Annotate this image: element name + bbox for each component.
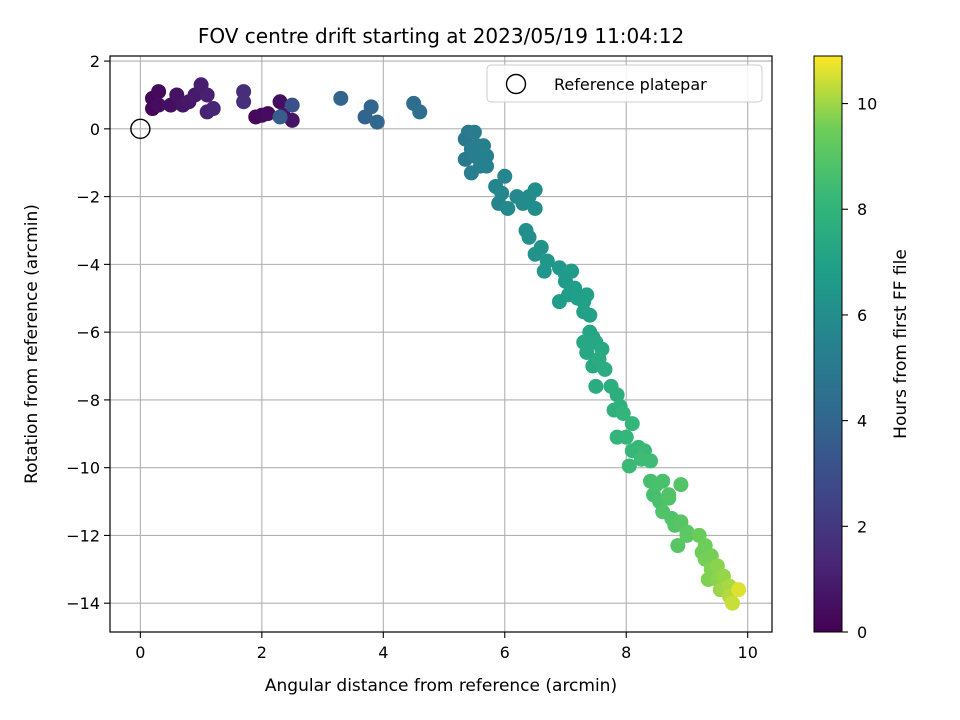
data-point	[479, 158, 495, 174]
data-point	[272, 109, 288, 125]
plot-area-frame	[109, 55, 773, 633]
data-point	[272, 94, 288, 110]
data-point	[564, 263, 580, 279]
data-point	[151, 97, 167, 113]
y-tick-label: 0	[90, 120, 100, 139]
x-tick-label: 8	[621, 643, 631, 662]
y-tick-label: −8	[76, 391, 100, 410]
y-tick-label: −2	[76, 188, 100, 207]
y-tick-label: −6	[76, 323, 100, 342]
colorbar-tick-label: 4	[857, 412, 867, 431]
x-tick-label: 0	[135, 643, 145, 662]
colorbar-tick-label: 6	[857, 306, 867, 325]
data-point	[497, 168, 513, 184]
colorbar	[813, 55, 843, 633]
data-point	[494, 185, 510, 201]
data-point	[284, 112, 300, 128]
x-axis-ticks: 0 2 4 6 8 10	[135, 632, 758, 662]
y-axis-ticks: 2 0 −2 −4 −6 −8 −10 −12 −14	[66, 52, 110, 613]
data-point	[527, 200, 543, 216]
data-point	[205, 101, 221, 117]
data-point	[260, 106, 276, 122]
reference-platepar-marker	[130, 118, 151, 140]
data-point	[655, 473, 671, 489]
data-point	[670, 538, 686, 554]
data-point	[725, 595, 741, 611]
chart-title: FOV centre drift starting at 2023/05/19 …	[198, 24, 684, 48]
data-point	[679, 524, 695, 540]
x-tick-label: 2	[257, 643, 267, 662]
reference-marker-layer	[130, 118, 151, 140]
colorbar-tick-label: 0	[857, 623, 867, 642]
data-point	[579, 287, 595, 303]
data-point	[527, 182, 543, 198]
colorbar-tick-label: 8	[857, 200, 867, 219]
data-point	[731, 582, 747, 598]
data-point	[151, 84, 167, 100]
y-tick-label: −10	[66, 459, 100, 478]
colorbar-tick-label: 10	[857, 95, 877, 114]
legend-marker-icon	[505, 73, 527, 95]
x-tick-label: 6	[500, 643, 510, 662]
data-points	[145, 77, 747, 611]
data-point	[500, 200, 516, 216]
y-tick-label: −14	[66, 594, 100, 613]
data-point	[621, 458, 637, 474]
colorbar-tick-label: 2	[857, 517, 867, 536]
data-point	[588, 378, 604, 394]
y-axis-label: Rotation from reference (arcmin)	[22, 204, 42, 484]
data-point	[661, 487, 677, 503]
data-point	[236, 94, 252, 110]
data-point	[536, 263, 552, 279]
data-point	[643, 453, 659, 469]
y-tick-label: −4	[76, 255, 100, 274]
data-point	[521, 229, 537, 245]
data-point	[673, 477, 689, 493]
data-point	[369, 114, 385, 130]
data-point	[609, 387, 625, 403]
y-tick-label: 2	[90, 52, 100, 71]
data-point	[582, 307, 598, 323]
x-axis-label: Angular distance from reference (arcmin)	[265, 676, 617, 696]
data-point	[533, 239, 549, 255]
y-tick-label: −12	[66, 526, 100, 545]
data-point	[333, 90, 349, 106]
x-tick-label: 4	[378, 643, 388, 662]
data-point	[199, 87, 215, 103]
data-point	[412, 104, 428, 120]
data-point	[597, 361, 613, 377]
data-point	[466, 124, 482, 140]
colorbar-ticks: 0 2 4 6 8 10	[842, 95, 877, 642]
legend-entry-reference: Reference platepar	[554, 75, 707, 94]
data-point	[618, 429, 634, 445]
x-tick-label: 10	[738, 643, 758, 662]
data-point	[624, 416, 640, 432]
data-point	[363, 99, 379, 115]
data-point	[284, 97, 300, 113]
data-point	[615, 405, 631, 421]
grid	[110, 56, 772, 632]
legend: Reference platepar	[486, 64, 763, 103]
data-point	[579, 344, 595, 360]
colorbar-label: Hours from first FF file	[891, 249, 911, 439]
legend-box	[486, 64, 763, 103]
